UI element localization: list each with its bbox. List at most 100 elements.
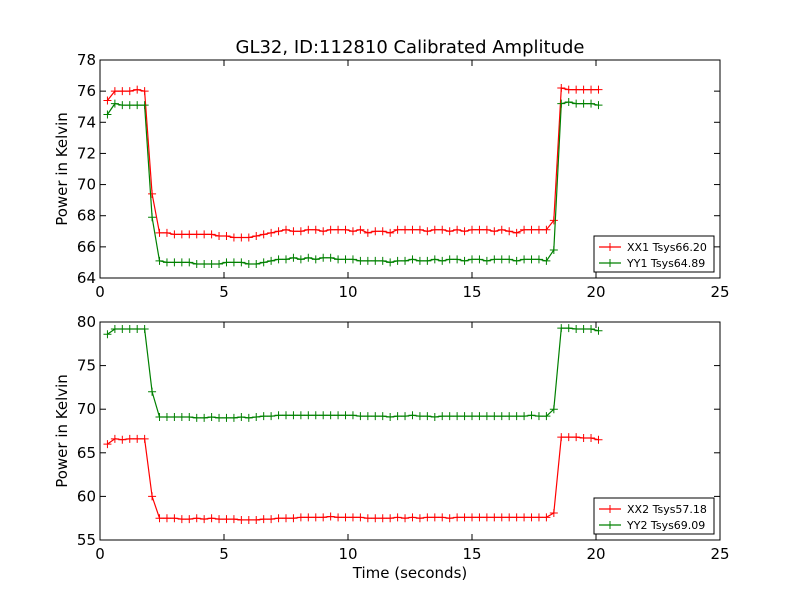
legend-label: YY2 Tsys69.09 bbox=[626, 519, 705, 532]
data-point bbox=[371, 227, 380, 236]
data-point bbox=[587, 85, 596, 94]
data-point bbox=[572, 324, 581, 333]
data-point bbox=[497, 225, 506, 234]
data-point bbox=[148, 387, 157, 396]
data-point bbox=[170, 230, 179, 239]
data-point bbox=[207, 514, 216, 523]
data-point bbox=[334, 411, 343, 420]
data-point bbox=[311, 411, 320, 420]
data-point bbox=[289, 411, 298, 420]
data-point bbox=[579, 324, 588, 333]
data-point bbox=[222, 231, 231, 240]
data-point bbox=[341, 255, 350, 264]
x-tick-label: 25 bbox=[710, 545, 729, 563]
data-point bbox=[534, 513, 543, 522]
data-point bbox=[430, 413, 439, 422]
data-point bbox=[587, 324, 596, 333]
data-point bbox=[244, 515, 253, 524]
data-point bbox=[453, 513, 462, 522]
data-point bbox=[579, 433, 588, 442]
data-point bbox=[133, 101, 142, 110]
data-point bbox=[326, 253, 335, 262]
plot-frame bbox=[99, 321, 721, 541]
x-tick-label: 5 bbox=[219, 545, 229, 563]
data-point bbox=[170, 258, 179, 267]
data-point bbox=[445, 412, 454, 421]
data-point bbox=[542, 256, 551, 265]
data-point bbox=[192, 230, 201, 239]
data-point bbox=[229, 515, 238, 524]
data-point bbox=[490, 227, 499, 236]
data-point bbox=[334, 225, 343, 234]
data-point bbox=[252, 259, 261, 268]
data-point bbox=[334, 513, 343, 522]
data-point bbox=[348, 513, 357, 522]
data-point bbox=[549, 405, 558, 414]
y-tick-label: 74 bbox=[77, 113, 96, 131]
data-point bbox=[415, 225, 424, 234]
data-point bbox=[520, 412, 529, 421]
data-point bbox=[110, 99, 119, 108]
data-point bbox=[296, 411, 305, 420]
data-point bbox=[311, 225, 320, 234]
data-point bbox=[244, 259, 253, 268]
y-tick-label: 78 bbox=[77, 51, 96, 69]
data-point bbox=[549, 508, 558, 517]
x-tick-label: 10 bbox=[338, 283, 357, 301]
data-point bbox=[468, 225, 476, 234]
data-point bbox=[185, 515, 194, 524]
data-point bbox=[118, 87, 127, 96]
legend: XX2 Tsys57.18 YY2 Tsys69.09 bbox=[593, 497, 715, 535]
x-tick-label: 10 bbox=[338, 545, 357, 563]
data-point bbox=[557, 324, 566, 333]
data-point bbox=[155, 228, 164, 237]
data-point bbox=[393, 412, 402, 421]
data-point bbox=[289, 253, 298, 262]
data-point bbox=[587, 99, 596, 108]
data-point bbox=[289, 514, 298, 523]
data-point bbox=[490, 412, 499, 421]
data-point bbox=[401, 256, 410, 265]
legend-marker bbox=[606, 259, 614, 267]
data-point bbox=[423, 227, 432, 236]
y-tick-label: 80 bbox=[77, 313, 96, 331]
y-tick-label: 76 bbox=[77, 82, 96, 100]
data-point bbox=[118, 101, 127, 110]
data-point bbox=[125, 324, 134, 333]
data-point bbox=[430, 225, 439, 234]
data-point bbox=[192, 413, 201, 422]
data-point bbox=[468, 513, 476, 522]
y-axis-label: Power in Kelvin bbox=[53, 112, 71, 226]
data-point bbox=[497, 513, 506, 522]
data-point bbox=[311, 513, 320, 522]
x-tick-label: 15 bbox=[462, 283, 481, 301]
data-point bbox=[185, 258, 194, 267]
data-point bbox=[177, 258, 186, 267]
data-point bbox=[386, 258, 395, 267]
data-point bbox=[103, 330, 112, 339]
data-point bbox=[110, 324, 119, 333]
data-point bbox=[282, 255, 290, 264]
legend-label: XX2 Tsys57.18 bbox=[627, 503, 707, 516]
data-point bbox=[267, 412, 276, 421]
data-point bbox=[200, 515, 209, 524]
data-point bbox=[453, 225, 462, 234]
data-point bbox=[423, 513, 432, 522]
data-point bbox=[110, 434, 119, 443]
data-point bbox=[274, 411, 283, 420]
x-tick-label: 0 bbox=[95, 545, 105, 563]
data-point bbox=[259, 258, 268, 267]
data-point bbox=[445, 514, 454, 523]
data-point bbox=[177, 515, 186, 524]
data-point bbox=[482, 412, 491, 421]
data-point bbox=[148, 492, 157, 501]
data-point bbox=[215, 515, 224, 524]
data-point bbox=[482, 256, 491, 265]
y-tick-label: 55 bbox=[77, 531, 96, 549]
data-point bbox=[207, 413, 216, 422]
data-point bbox=[534, 255, 543, 264]
data-point bbox=[274, 514, 283, 523]
data-point bbox=[110, 87, 119, 96]
legend: XX1 Tsys66.20 YY1 Tsys64.89 bbox=[593, 235, 715, 273]
data-point bbox=[200, 230, 209, 239]
